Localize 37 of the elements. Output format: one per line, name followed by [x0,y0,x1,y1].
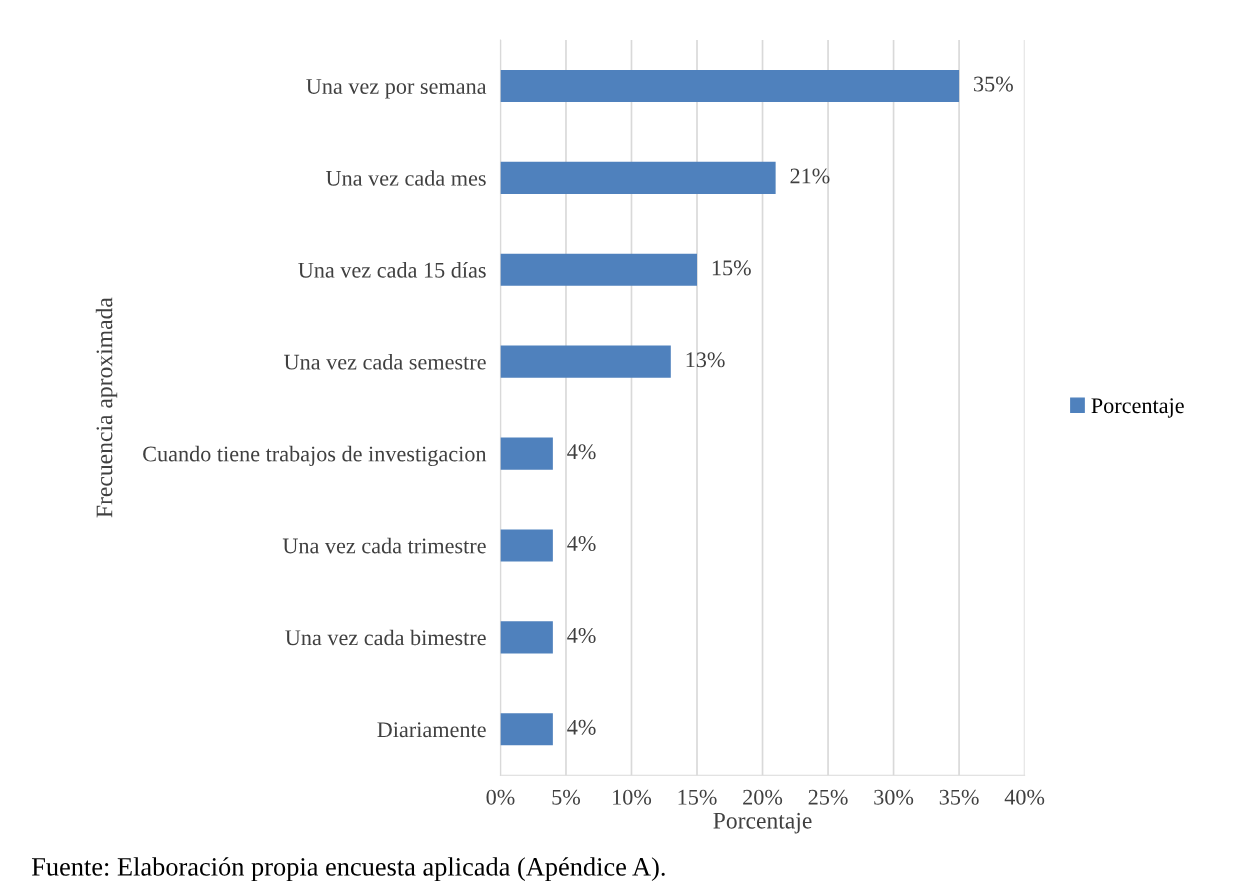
bar [500,713,553,746]
x-tick-label: 40% [1004,789,1045,805]
source-note: Fuente: Elaboración propia encuesta aplicada (Apéndice A). [31,857,665,882]
y-tick-label: Diariamente [377,722,486,738]
y-axis-title: Frecuencia aproximada [95,297,118,518]
data-label: 4% [567,444,596,460]
x-tick-label: 20% [743,789,783,805]
bar [500,529,553,562]
data-label: 21% [790,168,830,184]
bar [500,345,671,378]
y-tick-label: Una vez cada mes [325,170,486,186]
x-axis-title: Porcentaje [713,812,812,834]
data-label: 35% [974,76,1013,92]
y-tick-label: Una vez cada trimestre [282,537,486,554]
bar [500,621,553,654]
data-label: 15% [712,260,751,276]
x-tick-label: 10% [613,789,652,805]
y-tick-label: Una vez por semana [306,79,487,99]
data-label: 13% [686,352,725,368]
x-tick-label: 30% [874,789,914,805]
y-tick-label: Una vez cada semestre [284,353,486,370]
legend-label: Porcentaje [1091,398,1184,418]
data-label: 4% [567,627,596,643]
y-tick-label: Una vez cada bimestre [285,629,486,646]
y-tick-label: Cuando tiene trabajos de investigacion [143,445,487,467]
data-label: 4% [567,719,596,735]
x-tick-label: 15% [678,789,717,805]
bar [500,161,776,194]
bar [500,437,553,470]
data-label: 4% [567,536,596,552]
x-tick-label: 5% [552,789,581,805]
bar [500,69,960,103]
bar [500,253,698,286]
x-tick-label: 25% [808,789,848,805]
x-tick-label: 35% [939,789,979,805]
x-tick-label: 0% [486,789,515,805]
y-tick-label: Una vez cada 15 días [298,262,486,278]
